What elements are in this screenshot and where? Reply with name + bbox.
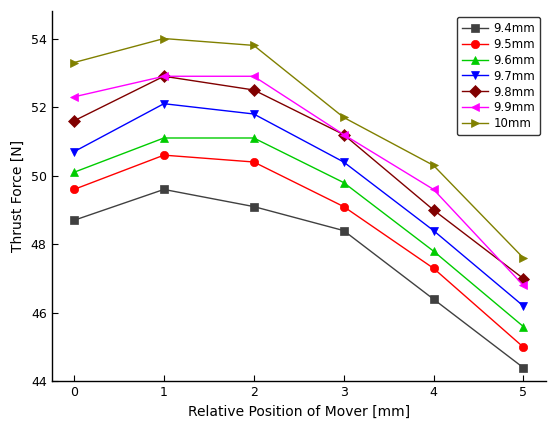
9.7mm xyxy=(430,228,437,233)
9.4mm xyxy=(520,365,527,370)
Legend: 9.4mm, 9.5mm, 9.6mm, 9.7mm, 9.8mm, 9.9mm, 10mm: 9.4mm, 9.5mm, 9.6mm, 9.7mm, 9.8mm, 9.9mm… xyxy=(457,17,540,135)
9.7mm xyxy=(71,149,77,154)
9.6mm xyxy=(251,135,257,141)
9.9mm xyxy=(160,74,167,79)
Line: 9.8mm: 9.8mm xyxy=(70,72,527,283)
9.7mm xyxy=(520,304,527,309)
9.6mm xyxy=(160,135,167,141)
9.8mm xyxy=(520,276,527,281)
9.4mm xyxy=(71,218,77,223)
9.8mm xyxy=(251,87,257,92)
9.4mm xyxy=(251,204,257,209)
10mm xyxy=(160,36,167,41)
9.5mm xyxy=(251,160,257,165)
10mm xyxy=(520,255,527,261)
X-axis label: Relative Position of Mover [mm]: Relative Position of Mover [mm] xyxy=(188,405,410,419)
9.7mm xyxy=(160,101,167,106)
9.4mm xyxy=(340,228,347,233)
9.5mm xyxy=(520,344,527,350)
9.5mm xyxy=(430,266,437,271)
9.9mm xyxy=(340,132,347,137)
10mm xyxy=(251,43,257,48)
9.6mm xyxy=(340,180,347,185)
9.5mm xyxy=(71,187,77,192)
9.7mm xyxy=(251,111,257,117)
10mm xyxy=(430,163,437,168)
9.9mm xyxy=(251,74,257,79)
9.8mm xyxy=(340,132,347,137)
10mm xyxy=(340,115,347,120)
Y-axis label: Thrust Force [N]: Thrust Force [N] xyxy=(11,140,25,252)
9.6mm xyxy=(430,249,437,254)
Line: 9.9mm: 9.9mm xyxy=(70,72,527,290)
9.5mm xyxy=(340,204,347,209)
9.9mm xyxy=(520,283,527,288)
9.8mm xyxy=(160,74,167,79)
Line: 9.7mm: 9.7mm xyxy=(70,99,527,310)
9.9mm xyxy=(430,187,437,192)
Line: 10mm: 10mm xyxy=(70,34,527,262)
9.4mm xyxy=(160,187,167,192)
9.6mm xyxy=(520,324,527,329)
Line: 9.6mm: 9.6mm xyxy=(70,134,527,331)
9.9mm xyxy=(71,94,77,99)
9.6mm xyxy=(71,170,77,175)
9.8mm xyxy=(430,207,437,212)
9.5mm xyxy=(160,153,167,158)
9.7mm xyxy=(340,160,347,165)
9.4mm xyxy=(430,297,437,302)
Line: 9.4mm: 9.4mm xyxy=(70,185,527,372)
Line: 9.5mm: 9.5mm xyxy=(70,151,527,351)
10mm xyxy=(71,60,77,65)
9.8mm xyxy=(71,118,77,123)
